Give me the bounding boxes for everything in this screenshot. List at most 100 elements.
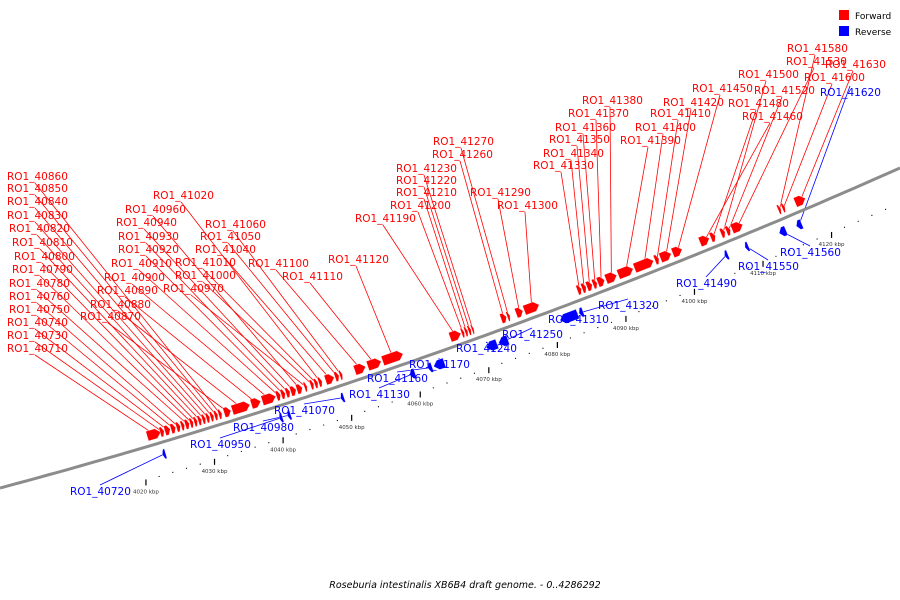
gene-arrow-ro1-41490[interactable] xyxy=(724,249,731,261)
gene-arrow-ro1-40730[interactable] xyxy=(158,426,165,438)
gene-label-ro1-40800[interactable]: RO1_40800 xyxy=(14,251,75,263)
gene-label-ro1-41390[interactable]: RO1_41390 xyxy=(620,135,681,147)
gene-label-ro1-41450[interactable]: RO1_41450 xyxy=(692,83,753,95)
gene-label-ro1-41010[interactable]: RO1_41010 xyxy=(175,257,236,269)
gene-label-ro1-41110[interactable]: RO1_41110 xyxy=(282,271,343,283)
gene-label-ro1-40760[interactable]: RO1_40760 xyxy=(9,291,70,303)
gene-arrow-ro1-41020[interactable] xyxy=(316,376,323,388)
gene-arrow-ro1-41170[interactable] xyxy=(433,357,447,370)
gene-arrow-ro1-40940[interactable] xyxy=(288,385,297,397)
gene-arrow-ro1-41250[interactable] xyxy=(498,334,510,347)
gene-label-ro1-40950[interactable]: RO1_40950 xyxy=(190,439,251,451)
gene-arrow-ro1-40870[interactable] xyxy=(222,406,232,418)
gene-arrow-ro1-40770[interactable] xyxy=(179,420,185,432)
gene-arrow-ro1-41200[interactable] xyxy=(459,327,465,339)
gene-label-ro1-41000[interactable]: RO1_41000 xyxy=(175,270,236,282)
gene-arrow-ro1-41290[interactable] xyxy=(514,307,524,319)
gene-arrow-ro1-40790[interactable] xyxy=(188,417,194,429)
gene-arrow-ro1-41230[interactable] xyxy=(469,324,475,335)
gene-label-ro1-40740[interactable]: RO1_40740 xyxy=(7,317,68,329)
gene-label-ro1-40900[interactable]: RO1_40900 xyxy=(104,272,165,284)
gene-arrow-ro1-41420[interactable] xyxy=(658,250,672,263)
gene-arrow-ro1-41630[interactable] xyxy=(792,195,806,208)
gene-arrow-ro1-41120[interactable] xyxy=(380,350,404,366)
gene-label-ro1-41200[interactable]: RO1_41200 xyxy=(390,200,451,212)
gene-arrow-ro1-41520[interactable] xyxy=(724,225,731,237)
gene-arrow-ro1-41370[interactable] xyxy=(595,276,605,288)
gene-arrow-ro1-40970[interactable] xyxy=(302,381,308,393)
gene-arrow-ro1-41620[interactable] xyxy=(796,218,804,230)
gene-label-ro1-41290[interactable]: RO1_41290 xyxy=(470,187,531,199)
gene-label-ro1-41380[interactable]: RO1_41380 xyxy=(582,95,643,107)
gene-label-ro1-41400[interactable]: RO1_41400 xyxy=(635,122,696,134)
gene-arrow-ro1-40820[interactable] xyxy=(200,414,206,425)
gene-arrow-ro1-40950[interactable] xyxy=(278,412,285,423)
gene-arrow-ro1-41210[interactable] xyxy=(463,326,469,337)
gene-arrow-ro1-40850[interactable] xyxy=(212,410,219,421)
gene-label-ro1-41370[interactable]: RO1_41370 xyxy=(568,108,629,120)
gene-arrow-ro1-41560[interactable] xyxy=(778,225,789,237)
gene-label-ro1-41500[interactable]: RO1_41500 xyxy=(738,69,799,81)
gene-arrow-ro1-41310[interactable] xyxy=(559,308,580,324)
gene-label-ro1-41340[interactable]: RO1_41340 xyxy=(543,148,604,160)
gene-label-ro1-41040[interactable]: RO1_41040 xyxy=(195,244,256,256)
gene-arrow-ro1-41070[interactable] xyxy=(340,392,346,403)
gene-label-ro1-41070[interactable]: RO1_41070 xyxy=(274,405,335,417)
gene-arrow-ro1-41300[interactable] xyxy=(522,301,540,316)
gene-arrow-ro1-41220[interactable] xyxy=(466,325,472,336)
gene-label-ro1-41520[interactable]: RO1_41520 xyxy=(754,85,815,97)
gene-arrow-ro1-41390[interactable] xyxy=(616,265,634,280)
gene-label-ro1-40960[interactable]: RO1_40960 xyxy=(125,204,186,216)
gene-arrow-ro1-40900[interactable] xyxy=(260,392,277,406)
gene-arrow-ro1-41480[interactable] xyxy=(708,231,716,243)
gene-label-ro1-41100[interactable]: RO1_41100 xyxy=(248,258,309,270)
gene-arrow-ro1-40890[interactable] xyxy=(249,397,262,410)
gene-arrow-ro1-40710[interactable] xyxy=(145,428,162,442)
gene-arrow-ro1-40720[interactable] xyxy=(162,448,168,460)
gene-label-ro1-40710[interactable]: RO1_40710 xyxy=(7,343,68,355)
gene-arrow-ro1-41240[interactable] xyxy=(485,338,500,352)
gene-arrow-ro1-41340[interactable] xyxy=(580,282,587,294)
gene-arrow-ro1-41050[interactable] xyxy=(333,371,340,383)
gene-label-ro1-40980[interactable]: RO1_40980 xyxy=(233,422,294,434)
gene-label-ro1-41060[interactable]: RO1_41060 xyxy=(205,219,266,231)
gene-arrow-ro1-41330[interactable] xyxy=(575,284,582,296)
gene-label-ro1-41550[interactable]: RO1_41550 xyxy=(738,261,799,273)
gene-arrow-ro1-41460[interactable] xyxy=(697,235,710,248)
gene-arrow-ro1-40830[interactable] xyxy=(204,412,211,424)
gene-label-ro1-41210[interactable]: RO1_41210 xyxy=(396,187,457,199)
gene-label-ro1-41420[interactable]: RO1_41420 xyxy=(663,97,724,109)
gene-label-ro1-41220[interactable]: RO1_41220 xyxy=(396,175,457,187)
gene-arrow-ro1-41500[interactable] xyxy=(718,227,726,239)
gene-arrow-ro1-40740[interactable] xyxy=(163,425,171,436)
gene-label-ro1-41270[interactable]: RO1_41270 xyxy=(433,136,494,148)
gene-label-ro1-40720[interactable]: RO1_40720 xyxy=(70,486,131,498)
gene-label-ro1-40840[interactable]: RO1_40840 xyxy=(7,196,68,208)
gene-label-ro1-41350[interactable]: RO1_41350 xyxy=(549,134,610,146)
gene-label-ro1-41120[interactable]: RO1_41120 xyxy=(328,254,389,266)
gene-arrow-ro1-41100[interactable] xyxy=(352,363,366,376)
gene-label-ro1-41530[interactable]: RO1_41530 xyxy=(786,56,847,68)
gene-arrow-ro1-41040[interactable] xyxy=(323,373,335,386)
gene-label-ro1-40940[interactable]: RO1_40940 xyxy=(116,217,177,229)
gene-arrow-ro1-40910[interactable] xyxy=(274,390,281,402)
gene-arrow-ro1-40800[interactable] xyxy=(192,416,198,428)
gene-arrow-ro1-41160[interactable] xyxy=(427,362,435,373)
gene-arrow-ro1-40930[interactable] xyxy=(284,387,291,399)
gene-label-ro1-40790[interactable]: RO1_40790 xyxy=(12,264,73,276)
gene-label-ro1-40830[interactable]: RO1_40830 xyxy=(7,210,68,222)
gene-label-ro1-41130[interactable]: RO1_41130 xyxy=(349,389,410,401)
gene-label-ro1-40820[interactable]: RO1_40820 xyxy=(9,223,70,235)
gene-arrow-ro1-41270[interactable] xyxy=(505,311,511,322)
gene-arrow-ro1-40810[interactable] xyxy=(196,415,202,426)
gene-label-ro1-41050[interactable]: RO1_41050 xyxy=(200,231,261,243)
gene-arrow-ro1-40880[interactable] xyxy=(230,401,251,416)
gene-arrow-ro1-41060[interactable] xyxy=(337,369,343,381)
gene-label-ro1-41310[interactable]: RO1_41310 xyxy=(548,314,609,326)
gene-arrow-ro1-41110[interactable] xyxy=(365,358,382,372)
gene-arrow-ro1-41400[interactable] xyxy=(632,257,654,274)
gene-label-ro1-41360[interactable]: RO1_41360 xyxy=(555,122,616,134)
gene-label-ro1-40850[interactable]: RO1_40850 xyxy=(7,183,68,195)
gene-label-ro1-41330[interactable]: RO1_41330 xyxy=(533,160,594,172)
gene-arrow-ro1-41320[interactable] xyxy=(578,306,586,318)
